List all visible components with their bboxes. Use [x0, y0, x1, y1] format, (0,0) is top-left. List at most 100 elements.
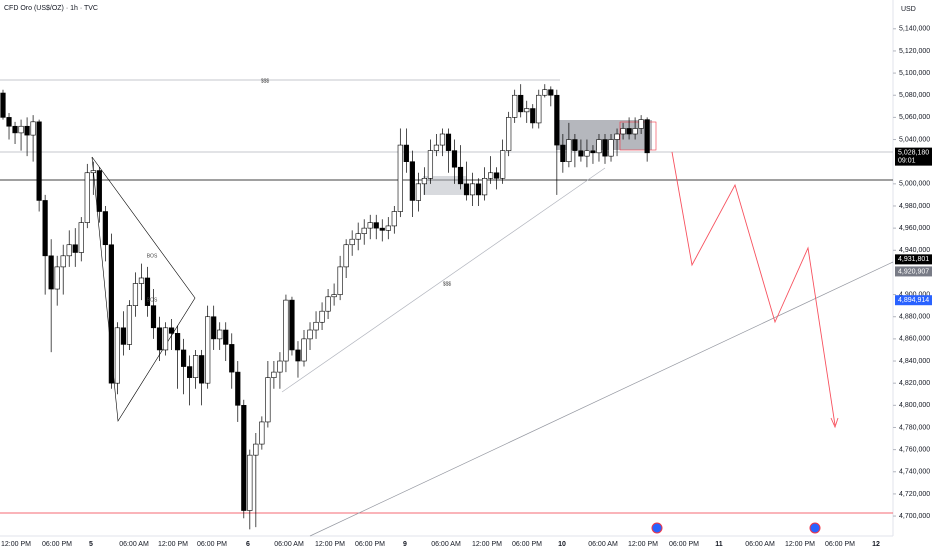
y-tick-label: 5,040,000 [899, 136, 930, 143]
candle-body [156, 327, 163, 351]
event-flag[interactable] [651, 522, 663, 534]
y-tick-label: 4,880,000 [899, 314, 930, 321]
candle-body [205, 316, 211, 384]
candle-body [421, 177, 428, 185]
candle-body [132, 283, 139, 306]
y-tick-label: 4,860,000 [899, 336, 930, 343]
event-flag[interactable] [809, 522, 821, 534]
x-tick-label: 06:00 AM [431, 541, 461, 548]
candle-body [548, 89, 554, 96]
candle-body [602, 139, 608, 157]
x-tick-label: 06:00 PM [669, 541, 699, 548]
candle-body [90, 170, 96, 174]
x-tick-label: 06:00 PM [42, 541, 72, 548]
candle-body [42, 200, 48, 257]
trendline [281, 167, 606, 393]
candle-body [30, 121, 36, 136]
candle-body [211, 316, 217, 340]
candle-body [349, 238, 355, 246]
candle-body [144, 277, 151, 306]
price-tag [895, 147, 932, 166]
y-tick-label: 5,120,000 [899, 48, 930, 55]
price-tag-label: 5,028,180 [898, 149, 929, 156]
annotation: BOS [147, 297, 158, 303]
candle-body [415, 183, 421, 201]
annotation: $$$ [443, 281, 452, 287]
x-tick-label: 9 [403, 541, 407, 548]
candle-body [36, 121, 42, 201]
x-tick-label: 06:00 PM [512, 541, 542, 548]
candle-body [48, 255, 54, 290]
candle-body [536, 94, 542, 124]
candle-body [150, 305, 157, 329]
candle-body [626, 128, 632, 135]
candle-body [319, 310, 325, 323]
x-tick-label: 11 [715, 541, 723, 548]
x-tick-label: 06:00 AM [119, 541, 149, 548]
candle-body [247, 454, 253, 511]
chart-title: CFD Oro (US$/OZ) · 1h · TVC [4, 5, 98, 12]
candle-body [307, 329, 313, 340]
candle-body [566, 139, 572, 162]
price-tag-label: 4,894,914 [898, 297, 929, 304]
annotation: BOS [147, 253, 158, 259]
candle-body [337, 266, 343, 295]
candle-body [120, 327, 126, 345]
candle-body [500, 150, 506, 179]
x-tick-label: 5 [89, 541, 93, 548]
currency: USD [901, 6, 916, 13]
candle-body [572, 139, 578, 151]
candle-body [253, 443, 259, 456]
y-tick-label: 4,960,000 [899, 225, 930, 232]
candle-body [108, 244, 114, 384]
candle-body [12, 125, 18, 134]
candle-body [84, 172, 90, 223]
countdown: 09:01 [898, 157, 916, 164]
candle-body [187, 366, 193, 378]
candle-body [289, 299, 295, 351]
candle-body [114, 327, 120, 384]
y-tick-label: 5,100,000 [899, 70, 930, 77]
candle-body [614, 133, 620, 140]
candle-body [560, 144, 566, 162]
candle-body [554, 94, 560, 146]
candle-body [355, 233, 361, 240]
candle-body [235, 371, 241, 406]
candle-body [229, 344, 235, 373]
candle-body [265, 377, 271, 423]
candle-body [481, 177, 488, 196]
candle-body [138, 277, 145, 284]
candle-body [283, 299, 289, 362]
candle-body [199, 355, 205, 384]
candle-body [530, 108, 536, 124]
candle-body [638, 119, 644, 129]
candle-body [367, 222, 373, 229]
candle-body [174, 333, 181, 351]
candle-body [277, 360, 283, 373]
candle-body [475, 183, 482, 196]
candle-body [181, 349, 187, 367]
y-tick-label: 4,700,000 [899, 513, 930, 520]
candle-body [584, 150, 590, 157]
price-tag [895, 266, 932, 277]
price-tag [895, 295, 932, 306]
triangle [91, 156, 196, 422]
x-tick-label: 12:00 PM [628, 541, 658, 548]
candle-body [66, 244, 72, 257]
x-tick-label: 06:00 AM [745, 541, 775, 548]
annotation: $$$ [261, 78, 270, 84]
y-tick-label: 5,000,000 [899, 181, 930, 188]
candle-body [457, 166, 464, 185]
candle-body [373, 222, 379, 229]
candle-body [542, 89, 548, 96]
candle-body [361, 227, 367, 234]
candle-body [632, 128, 638, 135]
candle-body [102, 211, 108, 246]
zone [619, 121, 657, 151]
candle-body [379, 227, 385, 231]
candle-body [325, 296, 331, 312]
candle-body [518, 94, 524, 113]
y-tick-label: 4,800,000 [899, 402, 930, 409]
x-tick-label: 06:00 PM [355, 541, 385, 548]
